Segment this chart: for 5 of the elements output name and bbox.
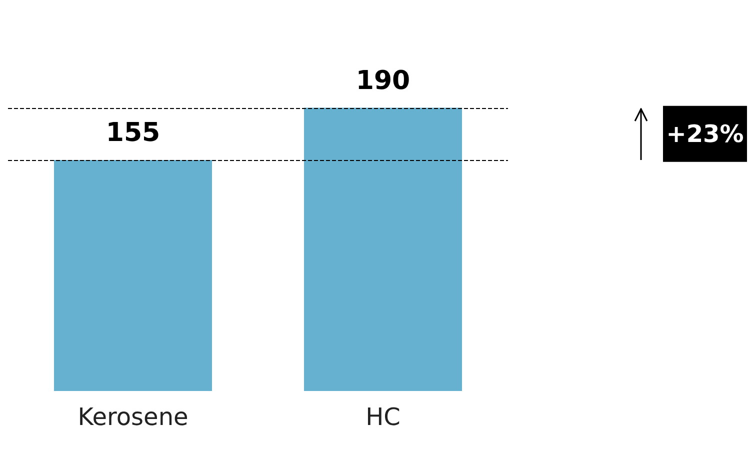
text: +23% (666, 120, 744, 148)
x-tick-label: Kerosene (78, 403, 188, 431)
data-label: 190 (356, 66, 410, 96)
data-label: 155 (106, 118, 160, 148)
x-tick-label: HC (366, 403, 400, 431)
